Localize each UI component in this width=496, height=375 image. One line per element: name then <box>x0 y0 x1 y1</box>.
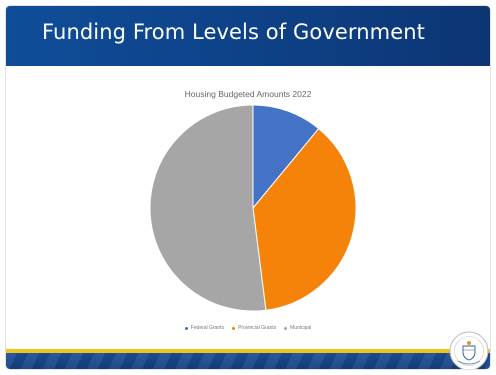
pie-chart <box>149 104 357 312</box>
slide-header: Funding From Levels of Government <box>6 6 490 66</box>
slide-footer-band <box>6 349 490 369</box>
chart-title: Housing Budgeted Amounts 2022 <box>184 89 312 99</box>
footer-stripes <box>6 353 490 369</box>
pie-slice-provincial-grants <box>252 127 357 311</box>
city-seal-icon <box>449 331 489 369</box>
legend-label: Federal Grants <box>190 325 225 331</box>
legend-swatch <box>284 326 288 330</box>
legend-item-municipal: Municipal <box>284 325 311 331</box>
legend-item-provincial-grants: Provincial Grants <box>232 325 276 331</box>
pie-slice-municipal <box>149 104 267 312</box>
legend-label: Municipal <box>290 325 312 331</box>
slide-title: Funding From Levels of Government <box>42 20 425 44</box>
presentation-slide: Funding From Levels of Government Housin… <box>6 6 490 369</box>
chart-legend: Federal Grants Provincial Grants Municipal <box>6 325 490 331</box>
legend-label: Provincial Grants <box>238 325 277 331</box>
pie-slices <box>149 104 357 312</box>
legend-swatch <box>184 326 188 330</box>
pie-slice-federal-grants <box>252 104 320 210</box>
legend-item-federal-grants: Federal Grants <box>184 325 225 331</box>
legend-swatch <box>232 326 236 330</box>
